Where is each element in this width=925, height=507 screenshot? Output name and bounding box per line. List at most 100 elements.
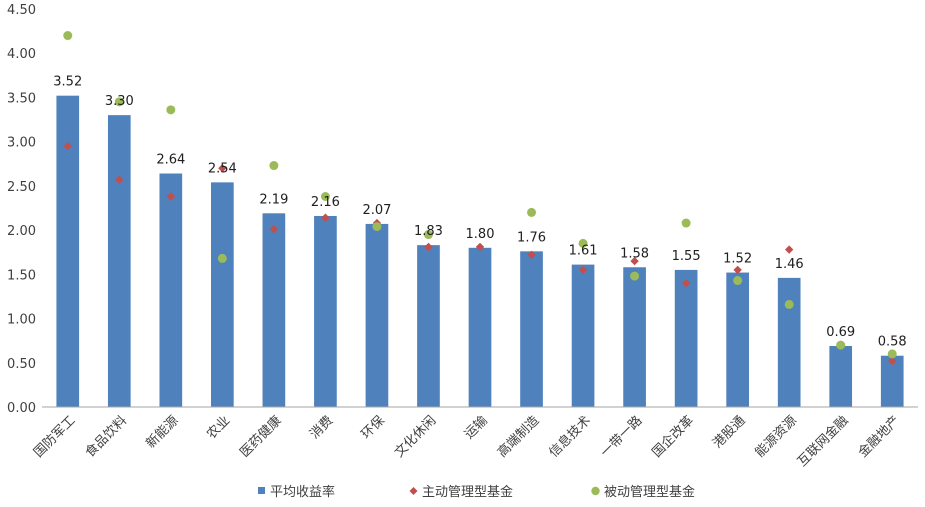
passive-fund-marker (784, 299, 794, 309)
passive-fund-marker (630, 271, 640, 281)
x-axis: 国防军工 食品饮料 新能源 农业 医药健康 消费 环保 文化休闲 运输 高端制造 信息技术 一带一路国… (30, 406, 918, 470)
bar (159, 173, 183, 407)
legend-item-average-return: 平均收益率 (258, 484, 335, 500)
y-tick-label: 4.00 (7, 47, 36, 62)
y-tick-label: 4.50 (7, 3, 36, 18)
bar-value-label: 2.64 (156, 153, 185, 168)
y-tick-label: 3.00 (7, 136, 36, 151)
bar (674, 269, 698, 407)
bar (829, 345, 853, 407)
category-label: 食品饮料 (82, 413, 130, 461)
passive-fund-marker (423, 230, 433, 240)
bar-value-label: 2.54 (208, 161, 237, 176)
bar (107, 115, 131, 407)
bar (520, 251, 543, 407)
bar (880, 355, 904, 407)
active-fund-marker (578, 265, 588, 275)
legend-item-passive-fund: 被动管理型基金 (591, 484, 695, 500)
category-label: 农业 (204, 413, 233, 442)
bar (468, 247, 492, 407)
bar (262, 213, 286, 407)
passive-fund-marker (114, 97, 124, 107)
legend-label: 被动管理型基金 (604, 484, 695, 500)
active-fund-marker (527, 250, 536, 260)
passive-fund-marker (836, 340, 846, 350)
active-fund-marker (321, 213, 330, 222)
category-label: 医药健康 (237, 413, 285, 461)
bar (777, 277, 801, 407)
bar-value-label: 1.46 (775, 257, 804, 272)
active-fund-marker (630, 256, 639, 266)
active-fund-marker (63, 141, 72, 151)
y-tick-label: 2.00 (7, 224, 36, 239)
category-label: 高端制造 (494, 413, 542, 461)
bar (314, 215, 337, 407)
active-fund-marker (166, 192, 176, 201)
category-label: 国企改革 (649, 413, 697, 461)
active-fund-marker (733, 265, 742, 275)
passive-fund-marker (578, 238, 588, 248)
active-fund-marker (269, 225, 279, 234)
bar-value-label: 2.07 (362, 203, 391, 218)
bar (417, 245, 440, 407)
active-fund-marker (888, 356, 897, 366)
y-tick-label: 3.50 (7, 91, 36, 106)
y-tick-label: 1.50 (7, 268, 36, 283)
bar-value-label: 3.30 (105, 94, 134, 109)
bar-value-label: 1.58 (620, 246, 649, 261)
legend-item-active-fund: 主动管理型基金 (409, 484, 513, 500)
bar-value-label: 0.69 (826, 325, 855, 340)
active-fund-marker (681, 278, 691, 288)
passive-fund-marker (733, 276, 743, 286)
bar (726, 272, 749, 407)
passive-fund-marker (217, 253, 227, 263)
active-fund-marker (218, 164, 227, 173)
active-fund-marker (424, 242, 433, 252)
plot-area: 3.52 3.30 2.64 2.54 2.19 2.16 2.07 1.83 1.80 1.76… (53, 31, 907, 408)
active-fund-marker (475, 242, 485, 252)
category-label: 新能源 (143, 413, 182, 452)
y-axis: 0.00 0.50 1.00 1.50 2.00 2.50 3.00 3.50 4.00 4.50 (7, 3, 36, 416)
category-label: 信息技术 (546, 413, 594, 461)
passive-fund-marker (63, 31, 73, 41)
legend-label: 主动管理型基金 (422, 484, 513, 500)
bar-value-label: 0.58 (878, 335, 907, 350)
category-label: 文化休闲 (392, 413, 439, 460)
bar-value-label: 1.80 (466, 227, 495, 242)
active-fund-marker (784, 245, 794, 254)
legend-swatch (258, 487, 265, 494)
bar (56, 95, 80, 408)
category-label: 互联网金融 (794, 413, 851, 470)
bar-value-label: 1.61 (569, 244, 598, 259)
category-label: 环保 (359, 413, 388, 442)
bar-value-label: 1.52 (723, 252, 752, 267)
passive-fund-marker (320, 192, 330, 202)
y-tick-label: 0.00 (7, 401, 36, 416)
category-label: 消费 (307, 413, 336, 442)
active-fund-marker (115, 175, 124, 184)
passive-fund-marker (527, 207, 537, 217)
y-tick-label: 1.00 (7, 313, 36, 328)
bar-value-label: 2.19 (259, 192, 288, 207)
legend-swatch (591, 486, 600, 496)
bar-value-label: 2.16 (311, 195, 340, 210)
category-label: 港股通 (710, 413, 748, 451)
passive-fund-marker (887, 349, 897, 359)
bar-value-label: 1.76 (517, 230, 546, 245)
y-tick-label: 0.50 (7, 357, 36, 372)
bar (623, 267, 646, 407)
bar (571, 264, 595, 407)
category-label: 能源资源 (753, 413, 800, 460)
category-label: 运输 (461, 413, 491, 443)
category-label: 一带一路 (597, 413, 645, 461)
legend-label: 平均收益率 (270, 484, 335, 500)
bar-value-label: 1.83 (414, 224, 443, 239)
category-label: 国防军工 (30, 413, 78, 461)
legend: 平均收益率 主动管理型基金 被动管理型基金 (258, 484, 695, 500)
passive-fund-marker (269, 161, 279, 171)
y-tick-label: 2.50 (7, 180, 36, 195)
bar (365, 223, 389, 407)
passive-fund-marker (681, 218, 691, 228)
category-label: 金融地产 (855, 413, 903, 461)
